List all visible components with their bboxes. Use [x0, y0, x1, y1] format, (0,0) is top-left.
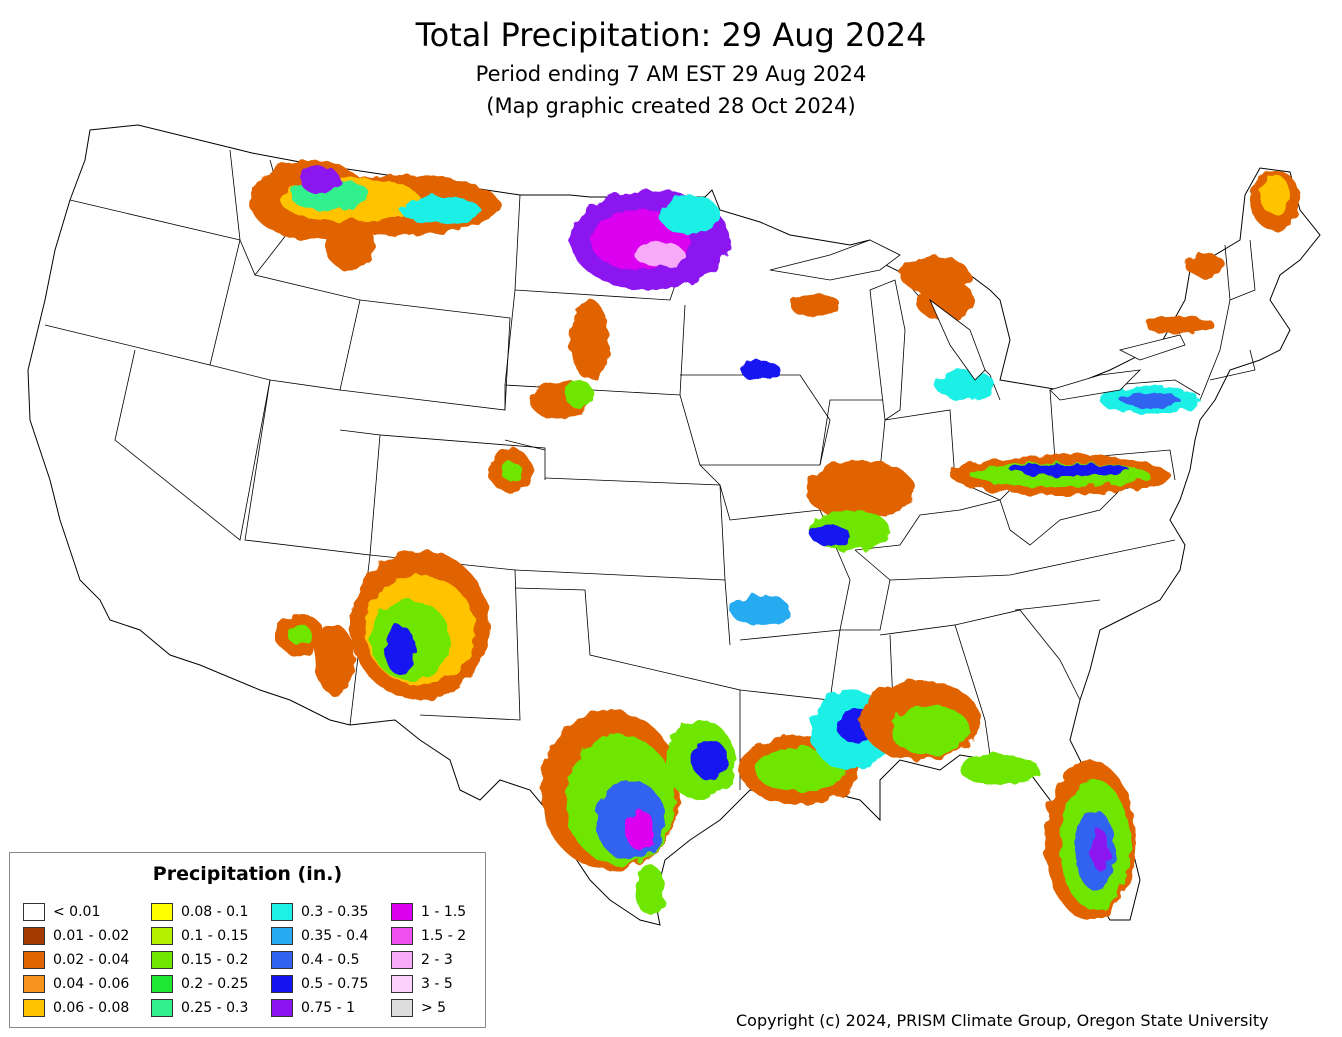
legend-label: 0.1 - 0.15 [181, 928, 249, 944]
legend-label: 0.25 - 0.3 [181, 1000, 249, 1016]
legend-item: 0.5 - 0.75 [271, 974, 368, 994]
legend-swatch [23, 927, 45, 945]
legend-swatch [391, 903, 413, 921]
legend-item: 0.2 - 0.25 [151, 974, 248, 994]
legend-swatch [271, 927, 293, 945]
legend-item: 0.01 - 0.02 [23, 926, 129, 946]
legend-swatch [391, 927, 413, 945]
legend-swatch [23, 903, 45, 921]
copyright-text: Copyright (c) 2024, PRISM Climate Group,… [736, 1011, 1269, 1030]
legend-panel: Precipitation (in.) < 0.01 0.01 - 0.02 0.0… [9, 852, 486, 1028]
legend-label: 2 - 3 [421, 952, 453, 968]
legend-title: Precipitation (in.) [152, 863, 343, 885]
legend-item: 0.3 - 0.35 [271, 902, 368, 922]
legend-swatch [151, 903, 173, 921]
legend-label: 0.75 - 1 [301, 1000, 356, 1016]
legend-swatch [23, 975, 45, 993]
map-subtitle: Period ending 7 AM EST 29 Aug 2024 [475, 62, 867, 86]
legend-label: 0.4 - 0.5 [301, 952, 360, 968]
legend-item: 3 - 5 [391, 974, 453, 994]
us-outline [27, 124, 1321, 926]
legend-label: 3 - 5 [421, 976, 453, 992]
legend-swatch [151, 999, 173, 1017]
legend-label: 0.15 - 0.2 [181, 952, 249, 968]
legend-label: 0.3 - 0.35 [301, 904, 369, 920]
legend-swatch [23, 999, 45, 1017]
legend-label: 0.04 - 0.06 [53, 976, 130, 992]
legend-label: 0.08 - 0.1 [181, 904, 249, 920]
legend-swatch [151, 975, 173, 993]
legend-swatch [271, 975, 293, 993]
legend-item: 0.08 - 0.1 [151, 902, 248, 922]
legend-item: 0.25 - 0.3 [151, 998, 248, 1018]
legend-label: 1 - 1.5 [421, 904, 467, 920]
legend-swatch [23, 951, 45, 969]
legend-item: 0.1 - 0.15 [151, 926, 248, 946]
legend-item: 1 - 1.5 [391, 902, 466, 922]
legend-item: 0.06 - 0.08 [23, 998, 129, 1018]
legend-swatch [151, 951, 173, 969]
legend-label: 0.5 - 0.75 [301, 976, 369, 992]
legend-label: 0.06 - 0.08 [53, 1000, 130, 1016]
legend-label: 1.5 - 2 [421, 928, 467, 944]
legend-swatch [391, 975, 413, 993]
great-lakes [769, 239, 1186, 421]
legend-swatch [391, 951, 413, 969]
legend-item: < 0.01 [23, 902, 100, 922]
legend-label: 0.35 - 0.4 [301, 928, 369, 944]
legend-item: 0.02 - 0.04 [23, 950, 129, 970]
legend-item: 0.15 - 0.2 [151, 950, 248, 970]
legend-label: 0.2 - 0.25 [181, 976, 249, 992]
legend-label: > 5 [421, 1000, 447, 1016]
legend-item: 0.75 - 1 [271, 998, 355, 1018]
legend-item: 0.4 - 0.5 [271, 950, 359, 970]
legend-swatch [151, 927, 173, 945]
legend-item: 2 - 3 [391, 950, 453, 970]
legend-item: 0.35 - 0.4 [271, 926, 368, 946]
legend-item: > 5 [391, 998, 446, 1018]
legend-swatch [271, 999, 293, 1017]
legend-label: 0.01 - 0.02 [53, 928, 130, 944]
legend-label: < 0.01 [53, 904, 101, 920]
map-title: Total Precipitation: 29 Aug 2024 [415, 16, 927, 54]
map-created-date: (Map graphic created 28 Oct 2024) [486, 94, 856, 118]
legend-item: 0.04 - 0.06 [23, 974, 129, 994]
legend-label: 0.02 - 0.04 [53, 952, 130, 968]
legend-swatch [271, 951, 293, 969]
legend-swatch [391, 999, 413, 1017]
legend-item: 1.5 - 2 [391, 926, 466, 946]
legend-swatch [271, 903, 293, 921]
precipitation-areas [250, 160, 1300, 920]
